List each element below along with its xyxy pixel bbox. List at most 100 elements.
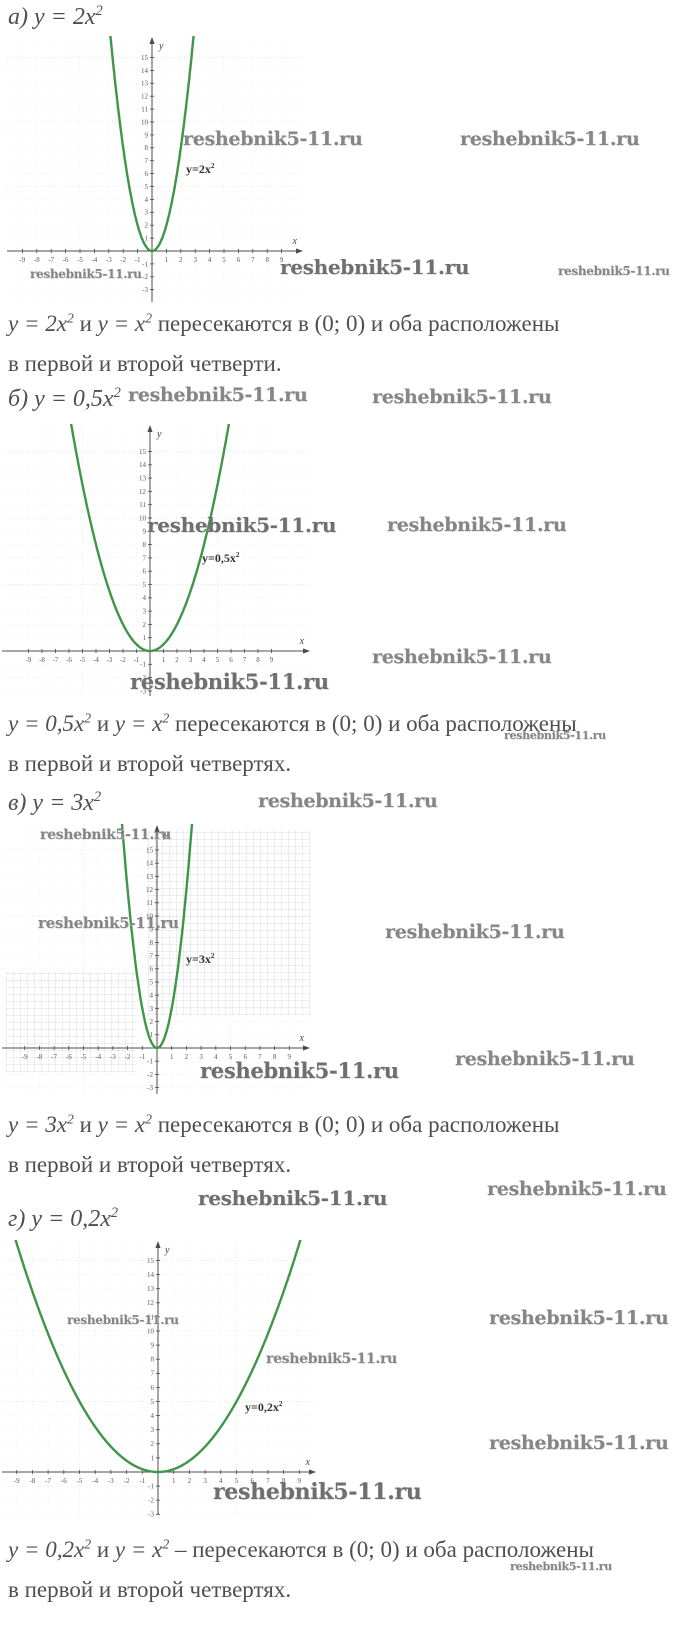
watermark: reshebnik5-11.ru bbox=[489, 1307, 669, 1329]
graph-a: x y -9 -8 -7 -6 -5 -4 -3 -2 -1 1 2 3 4 5 6 7 8 9 1 2 3 4 5 6 7 8 9 10… bbox=[5, 36, 305, 304]
y-tick-label: 10 bbox=[147, 1327, 155, 1335]
x-tick-label: -3 bbox=[107, 656, 113, 664]
y-tick-label: 3 bbox=[145, 209, 149, 217]
x-tick-label: -3 bbox=[108, 1477, 114, 1485]
result-b-line1: y = 0,5x2 и y = x2 пересекаются в (0; 0)… bbox=[8, 710, 577, 736]
y-tick-label: 8 bbox=[145, 144, 149, 152]
y-tick-label: 12 bbox=[147, 1299, 155, 1307]
y-axis-label: y bbox=[164, 1245, 170, 1256]
y-tick-label: 11 bbox=[139, 501, 146, 509]
y-axis-arrow bbox=[155, 1241, 161, 1248]
x-tick-label: -2 bbox=[124, 1477, 130, 1485]
x-tick-label: -4 bbox=[92, 1477, 98, 1485]
y-tick-label: 4 bbox=[150, 992, 154, 1000]
y-tick-label: 11 bbox=[147, 1313, 154, 1321]
y-tick-label: 6 bbox=[150, 965, 154, 973]
x-tick-label: 8 bbox=[256, 656, 260, 664]
x-tick-label: 7 bbox=[266, 1477, 270, 1485]
watermark: reshebnik5-11.ru bbox=[128, 384, 308, 406]
y-tick-label: 3 bbox=[143, 608, 147, 616]
x-tick-label: -7 bbox=[51, 1053, 57, 1061]
y-tick-label: 5 bbox=[151, 1398, 155, 1406]
x-tick-label: 2 bbox=[175, 656, 179, 664]
x-tick-label: 8 bbox=[282, 1477, 286, 1485]
y-tick-label: 6 bbox=[143, 568, 147, 576]
y-tick-label: 14 bbox=[147, 1271, 155, 1279]
x-tick-label: 3 bbox=[189, 656, 193, 664]
part-a-heading: а) y = 2x2 bbox=[8, 3, 103, 30]
y-tick-label: -3 bbox=[147, 1084, 153, 1092]
y-axis-arrow bbox=[147, 425, 153, 432]
y-axis-label: y bbox=[158, 41, 164, 52]
x-tick-label: -4 bbox=[91, 256, 97, 264]
y-tick-label: 11 bbox=[141, 106, 148, 114]
x-tick-label: -8 bbox=[29, 1477, 35, 1485]
y-tick-label: 10 bbox=[139, 514, 147, 522]
x-tick-label: 4 bbox=[208, 256, 212, 264]
result-g-line1: y = 0,2x2 и y = x2 – пересекаются в (0; … bbox=[8, 1536, 594, 1562]
y-tick-label: 9 bbox=[150, 926, 154, 934]
x-tick-label: 8 bbox=[273, 1053, 277, 1061]
watermark: reshebnik5-11.ru bbox=[258, 790, 438, 812]
y-tick-label: 12 bbox=[146, 886, 154, 894]
y-tick-label: 1 bbox=[151, 1454, 155, 1462]
x-tick-label: -2 bbox=[120, 256, 126, 264]
y-tick-label: -2 bbox=[148, 1497, 154, 1505]
x-tick-label: 1 bbox=[170, 1053, 174, 1061]
graph-v: x y -9 -8 -7 -6 -5 -4 -3 -2 -1 1 2 3 4 5 6 7 8 9 1 2 3 4 5 6 7 8 9 10… bbox=[0, 824, 312, 1096]
x-tick-label: 9 bbox=[288, 1053, 292, 1061]
y-tick-label: 3 bbox=[151, 1426, 155, 1434]
x-tick-label: -5 bbox=[80, 656, 86, 664]
parabola-curve bbox=[69, 424, 231, 653]
y-tick-label: -2 bbox=[147, 1071, 153, 1079]
x-tick-label: -6 bbox=[63, 256, 69, 264]
x-axis-arrow bbox=[296, 248, 303, 254]
x-tick-label: 2 bbox=[185, 1053, 189, 1061]
x-tick-label: 9 bbox=[270, 656, 274, 664]
y-tick-label: 7 bbox=[143, 554, 147, 562]
x-tick-label: -2 bbox=[125, 1053, 131, 1061]
x-tick-label: 3 bbox=[193, 256, 197, 264]
y-tick-label: 11 bbox=[146, 899, 153, 907]
result-a-line1: y = 2x2 и y = x2 пересекаются в (0; 0) и… bbox=[8, 310, 560, 336]
x-tick-label: 5 bbox=[229, 1053, 233, 1061]
result-b-line2: в первой и второй четвертях. bbox=[8, 751, 292, 776]
x-tick-label: 6 bbox=[229, 656, 233, 664]
y-tick-label: 12 bbox=[141, 93, 149, 101]
y-tick-label: 4 bbox=[151, 1412, 155, 1420]
part-b-heading: б) y = 0,5x2 bbox=[8, 385, 121, 412]
watermark: reshebnik5-11.ru bbox=[455, 1048, 635, 1070]
x-tick-label: -6 bbox=[61, 1477, 67, 1485]
x-tick-label: -1 bbox=[134, 656, 140, 664]
x-tick-label: 5 bbox=[235, 1477, 239, 1485]
x-tick-label: 3 bbox=[199, 1053, 203, 1061]
result-a-line2: в первой и второй четверти. bbox=[8, 351, 282, 376]
x-tick-label: -8 bbox=[36, 1053, 42, 1061]
x-tick-label: -8 bbox=[34, 256, 40, 264]
x-tick-label: -2 bbox=[120, 656, 126, 664]
curve-label-g: y=0,2x2 bbox=[245, 1400, 283, 1414]
graph-b: x y -9 -8 -7 -6 -5 -4 -3 -2 -1 1 2 3 4 5 6 7 8 9 1 2 3 4 5 6 7 8 9 10… bbox=[0, 424, 312, 698]
watermark: reshebnik5-11.ru bbox=[387, 514, 567, 536]
x-tick-label: 2 bbox=[179, 256, 183, 264]
y-tick-label: 7 bbox=[151, 1370, 155, 1378]
x-tick-label: 1 bbox=[165, 256, 169, 264]
x-tick-label: -3 bbox=[110, 1053, 116, 1061]
x-axis-label: x bbox=[299, 1033, 305, 1044]
x-tick-label: -5 bbox=[81, 1053, 87, 1061]
x-tick-label: 7 bbox=[243, 656, 247, 664]
x-axis-label: x bbox=[305, 1457, 311, 1468]
x-tick-label: -7 bbox=[53, 656, 59, 664]
y-tick-label: 5 bbox=[145, 183, 149, 191]
x-tick-label: 4 bbox=[202, 656, 206, 664]
y-tick-label: -3 bbox=[142, 286, 148, 294]
x-tick-label: 4 bbox=[214, 1053, 218, 1061]
x-tick-label: 2 bbox=[188, 1477, 192, 1485]
y-tick-label: 5 bbox=[150, 978, 154, 986]
y-tick-label: -3 bbox=[140, 687, 146, 695]
y-tick-label: 14 bbox=[139, 461, 147, 469]
x-tick-label: 7 bbox=[258, 1053, 262, 1061]
x-axis-label: x bbox=[299, 636, 305, 647]
watermark: reshebnik5-11.ru bbox=[385, 921, 565, 943]
